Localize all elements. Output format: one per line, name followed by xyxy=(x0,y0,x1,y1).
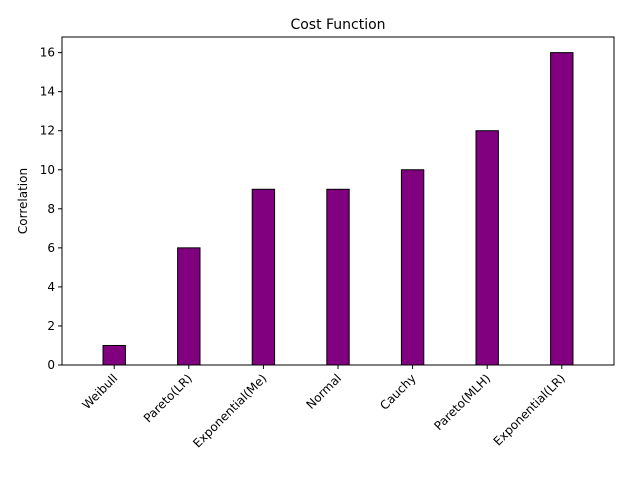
y-tick-label: 10 xyxy=(40,163,55,177)
bars-group xyxy=(102,52,574,366)
bar-cauchy xyxy=(400,169,425,366)
y-axis-label: Correlation xyxy=(16,168,30,234)
bar-pareto-mlh xyxy=(475,130,499,366)
x-tick-label: Weibull xyxy=(79,371,120,412)
y-axis-ticks: 0 2 4 6 8 10 12 14 16 xyxy=(40,46,62,372)
x-tick-label: Exponential(LR) xyxy=(491,371,568,448)
x-tick-label: Cauchy xyxy=(377,371,418,412)
plot-frame xyxy=(61,36,615,366)
bar-exponential-me xyxy=(251,188,276,366)
bar-pareto-lr xyxy=(177,247,201,366)
y-tick-label: 14 xyxy=(40,85,55,99)
y-tick-label: 4 xyxy=(47,280,55,294)
x-tick-label: Pareto(LR) xyxy=(141,371,195,425)
y-tick-label: 0 xyxy=(47,358,55,372)
x-tick-label: Pareto(MLH) xyxy=(431,371,493,433)
bar-weibull xyxy=(102,344,126,366)
x-tick-label: Exponential(Me) xyxy=(190,371,269,450)
bar-normal xyxy=(326,188,350,366)
x-axis-ticks: Weibull Pareto(LR)Exponential(Me) Normal Ca… xyxy=(79,365,568,450)
chart-title: Cost Function xyxy=(290,17,385,33)
x-tick-label: Normal xyxy=(304,371,345,412)
y-tick-label: 16 xyxy=(40,46,55,60)
y-tick-label: 12 xyxy=(40,124,55,138)
y-tick-label: 8 xyxy=(47,202,55,216)
y-tick-label: 6 xyxy=(47,241,55,255)
bar-exponential-lr xyxy=(550,52,574,366)
y-tick-label: 2 xyxy=(47,319,55,333)
